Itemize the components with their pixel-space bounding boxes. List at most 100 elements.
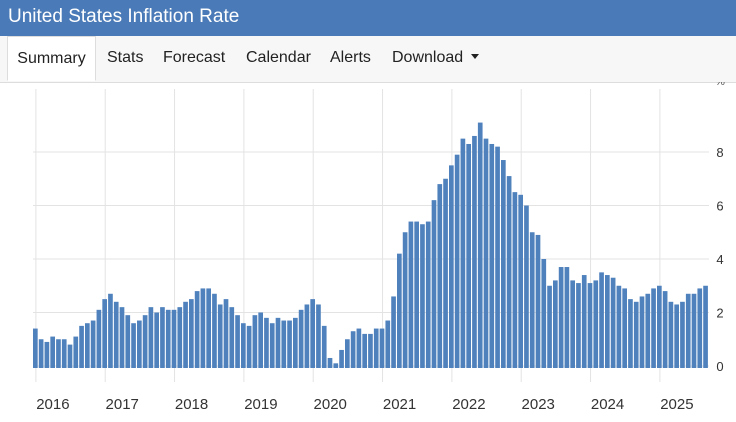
data-bar — [206, 288, 212, 368]
data-bar — [472, 135, 477, 368]
data-bar — [489, 143, 495, 368]
data-bar — [73, 336, 79, 368]
data-bar — [425, 221, 431, 368]
x-tick-label: 2024 — [591, 396, 624, 413]
data-bar — [183, 301, 188, 368]
data-bar — [108, 293, 113, 368]
y-tick-label: 6 — [716, 199, 723, 214]
data-bar — [518, 194, 524, 368]
y-tick-label: 0 — [716, 359, 723, 374]
data-bar — [50, 336, 56, 368]
data-bar — [628, 299, 633, 368]
data-bar — [645, 293, 651, 368]
data-bar — [431, 200, 437, 368]
data-bar — [576, 283, 581, 368]
data-bar — [356, 328, 362, 368]
data-bar — [668, 301, 674, 368]
data-bar — [437, 184, 443, 368]
data-bar — [85, 323, 90, 368]
data-bar — [67, 344, 73, 368]
data-bar — [391, 296, 396, 368]
data-bar — [327, 357, 333, 368]
data-bar — [466, 143, 472, 368]
data-bar — [593, 280, 599, 368]
y-unit-label: % — [715, 82, 725, 88]
data-bar — [454, 154, 460, 368]
data-bar — [102, 299, 108, 368]
tab-download[interactable]: Download — [392, 36, 480, 82]
data-bar — [321, 325, 327, 368]
tab-forecast[interactable]: Forecast — [163, 49, 226, 66]
data-bar — [368, 333, 373, 368]
chart-bars — [33, 122, 708, 368]
data-bar — [287, 320, 292, 368]
x-tick-label: 2017 — [106, 396, 139, 413]
data-bar — [154, 312, 160, 368]
data-bar — [44, 341, 50, 368]
data-bar — [171, 309, 177, 368]
data-bar — [547, 285, 552, 368]
data-bar — [501, 160, 506, 368]
data-bar — [477, 122, 483, 368]
data-bar — [408, 221, 414, 368]
data-bar — [229, 307, 235, 368]
data-bar — [610, 277, 616, 368]
x-tick-label: 2019 — [244, 396, 277, 413]
data-bar — [691, 293, 697, 368]
data-bar — [258, 312, 264, 368]
data-bar — [362, 333, 368, 368]
data-bar — [420, 224, 425, 368]
data-bar — [160, 307, 165, 368]
tab-summary[interactable]: Summary — [7, 36, 96, 81]
data-bar — [605, 275, 610, 368]
data-bar — [570, 280, 576, 368]
data-bar — [680, 301, 685, 368]
data-bar — [651, 288, 656, 368]
x-tick-label: 2021 — [383, 396, 416, 413]
data-bar — [264, 317, 269, 368]
y-tick-label: 2 — [716, 306, 723, 321]
data-bar — [298, 309, 304, 368]
data-bar — [379, 328, 385, 368]
data-bar — [685, 293, 691, 368]
data-bar — [33, 328, 38, 368]
data-bar — [599, 272, 604, 368]
tab-stats[interactable]: Stats — [107, 49, 144, 66]
data-bar — [223, 299, 229, 368]
title-bar: United States Inflation Rate — [0, 0, 736, 36]
x-tick-label: 2023 — [522, 396, 555, 413]
data-bar — [61, 339, 67, 368]
data-bar — [339, 349, 344, 368]
data-bar — [639, 296, 645, 368]
data-bar — [119, 307, 125, 368]
x-axis: 2016 2017 2018 2019 2020 2021 2022 2023 2024 2025 — [36, 396, 693, 413]
data-bar — [541, 259, 547, 368]
data-bar — [304, 304, 310, 368]
data-bar — [177, 307, 183, 368]
data-bar — [79, 325, 84, 368]
data-bar — [113, 301, 119, 368]
data-bar — [657, 285, 662, 368]
data-bar — [310, 299, 316, 368]
tab-alerts[interactable]: Alerts — [330, 49, 371, 66]
data-bar — [252, 315, 258, 368]
data-bar — [275, 317, 281, 368]
data-bar — [56, 339, 61, 368]
data-bar — [38, 339, 44, 368]
data-bar — [529, 232, 535, 368]
x-tick-label: 2020 — [314, 396, 347, 413]
tab-calendar[interactable]: Calendar — [246, 49, 311, 66]
data-bar — [402, 232, 408, 368]
page-title: United States Inflation Rate — [8, 6, 240, 27]
data-bar — [633, 301, 639, 368]
data-bar — [460, 138, 466, 368]
data-bar — [483, 138, 489, 368]
data-bar — [564, 267, 570, 368]
x-tick-label: 2022 — [452, 396, 485, 413]
data-bar — [524, 205, 529, 368]
chart-area: 0 2 4 6 8% 2016 2017 2018 2019 2020 2021 2022 2023 2… — [0, 76, 736, 417]
data-bar — [512, 192, 518, 368]
data-bar — [194, 291, 200, 368]
data-bar — [587, 283, 593, 368]
